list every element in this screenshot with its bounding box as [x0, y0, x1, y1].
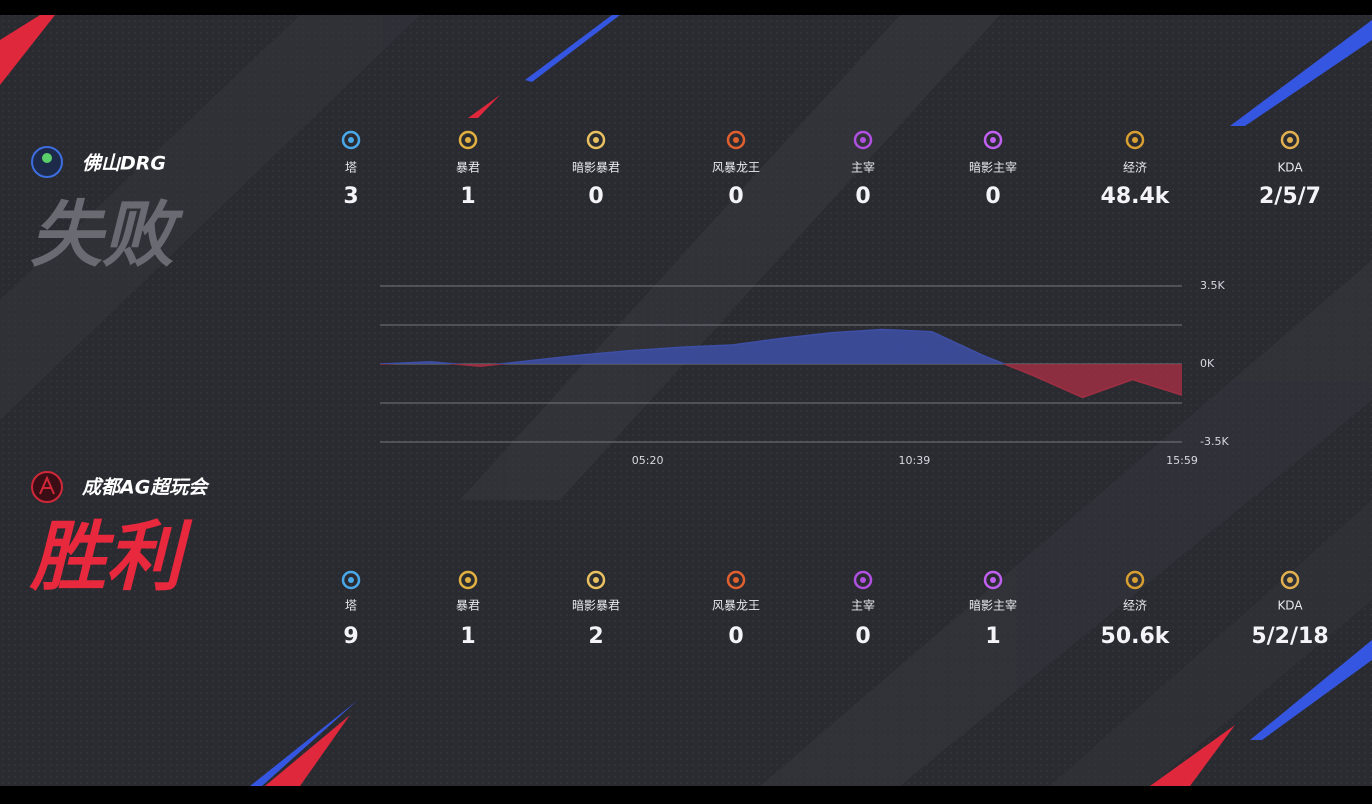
stat-icon: [990, 137, 996, 143]
stat-icon: [853, 570, 873, 590]
stat-label: 风暴龙王: [712, 599, 760, 613]
stat-value: 2/5/7: [1259, 184, 1321, 209]
stat-label: 塔: [345, 599, 357, 613]
stat-icon: [983, 130, 1003, 150]
y-tick-label: -3.5K: [1200, 435, 1229, 448]
stat-value: 3: [343, 184, 358, 209]
stat-icon: [348, 137, 354, 143]
stat-label: KDA: [1277, 161, 1303, 175]
stat-value: 0: [728, 624, 743, 649]
stat-value: 0: [728, 184, 743, 209]
stat-value: 0: [855, 184, 870, 209]
x-tick-label: 10:39: [899, 454, 931, 467]
stat-value: 5/2/18: [1251, 624, 1328, 649]
stat-icon: [860, 137, 866, 143]
stat-icon: [341, 130, 361, 150]
stat-value: 1: [460, 624, 475, 649]
stat-icon: [726, 570, 746, 590]
stat-icon: [348, 577, 354, 583]
accent: [265, 715, 350, 786]
stat-icon: [593, 137, 599, 143]
stat-label: 暴君: [456, 161, 480, 175]
x-tick-label: 05:20: [632, 454, 664, 467]
team-name: 成都AG超玩会: [81, 477, 210, 499]
y-tick-label: 0K: [1200, 357, 1215, 370]
accent: [1150, 725, 1235, 786]
team-logo: [39, 475, 55, 495]
stat-value: 0: [985, 184, 1000, 209]
stat-value: 48.4k: [1101, 184, 1171, 209]
stat-value: 0: [855, 624, 870, 649]
stat-icon: [983, 570, 1003, 590]
stat-label: 塔: [345, 161, 357, 175]
stat-icon: [458, 570, 478, 590]
gold-chart: 3.5K 0K -3.5K 05:20 10:39 15:59: [379, 279, 1229, 467]
stat-icon: [726, 130, 746, 150]
stat-icon: [586, 570, 606, 590]
stat-icon: [1132, 137, 1138, 143]
stat-icon: [458, 130, 478, 150]
stat-label: KDA: [1277, 599, 1303, 613]
stat-icon: [593, 577, 599, 583]
stat-icon: [733, 577, 739, 583]
stat-value: 50.6k: [1101, 624, 1171, 649]
stat-value: 1: [460, 184, 475, 209]
accent: [468, 95, 500, 118]
stat-icon: [860, 577, 866, 583]
stat-icon: [1125, 130, 1145, 150]
stat-label: 经济: [1123, 598, 1147, 613]
accent: [1250, 640, 1372, 740]
x-tick-label: 15:59: [1166, 454, 1198, 467]
stat-label: 暴君: [456, 599, 480, 613]
accent: [0, 15, 55, 85]
stat-icon: [1287, 577, 1293, 583]
stat-icon: [990, 577, 996, 583]
stat-label: 暗影暴君: [572, 160, 620, 175]
result: 失败: [30, 193, 184, 277]
stat-icon: [1132, 577, 1138, 583]
accent: [250, 700, 358, 786]
stat-icon: [1125, 570, 1145, 590]
accent: [1230, 20, 1372, 126]
stat-icon: [733, 137, 739, 143]
accent: [525, 15, 620, 82]
stat-label: 暗影主宰: [969, 598, 1017, 613]
stat-icon: [586, 130, 606, 150]
stat-label: 暗影主宰: [969, 160, 1017, 175]
stat-label: 经济: [1123, 160, 1147, 175]
team-logo: [42, 153, 52, 163]
stat-icon: [1287, 137, 1293, 143]
stat-label: 暗影暴君: [572, 598, 620, 613]
stat-icon: [465, 137, 471, 143]
stat-label: 主宰: [851, 160, 875, 175]
result: 胜利: [29, 512, 193, 601]
stat-icon: [1280, 130, 1300, 150]
stat-value: 9: [343, 624, 358, 649]
stat-icon: [341, 570, 361, 590]
gold-diff-area: [380, 329, 1182, 398]
y-tick-label: 3.5K: [1200, 279, 1225, 292]
stat-icon: [853, 130, 873, 150]
stat-label: 主宰: [851, 598, 875, 613]
stat-icon: [465, 577, 471, 583]
gold-diff-line: [379, 328, 1183, 399]
stat-icon: [1280, 570, 1300, 590]
stat-label: 风暴龙王: [712, 161, 760, 175]
team-name: 佛山DRG: [82, 153, 166, 175]
stat-value: 1: [985, 624, 1000, 649]
stat-value: 2: [588, 624, 603, 649]
stat-value: 0: [588, 184, 603, 209]
